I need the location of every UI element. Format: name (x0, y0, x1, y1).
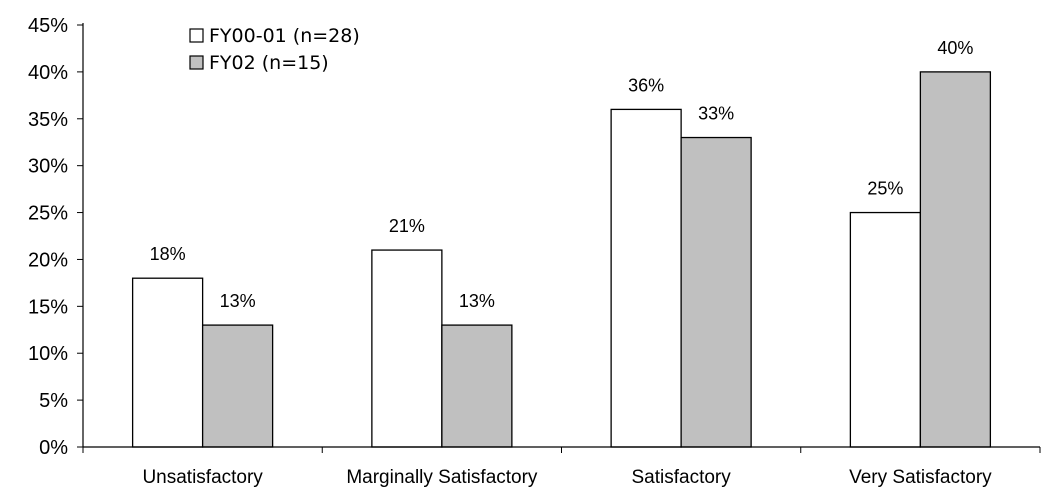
data-label: 21% (389, 216, 425, 236)
legend-swatch (189, 28, 204, 43)
legend-swatch (189, 55, 204, 70)
y-tick-label: 5% (39, 390, 68, 412)
data-label: 13% (459, 291, 495, 311)
y-tick-label: 45% (28, 15, 68, 37)
x-category-label: Marginally Satisfactory (346, 467, 538, 487)
bar-fy02 (919, 71, 992, 448)
y-axis-ticks: 0% 5% 10% 15% 20% 25% 30% 35% 40% 45% (28, 15, 83, 459)
legend-label: FY00-01 (n=28) (209, 25, 360, 47)
x-category-label: Satisfactory (631, 467, 731, 487)
bar-fy00-01 (849, 211, 922, 448)
y-tick-label: 20% (28, 249, 68, 271)
y-tick-label: 30% (28, 156, 68, 178)
bar-fy02 (201, 324, 274, 448)
bar-fy02 (680, 136, 752, 448)
data-label: 40% (937, 38, 973, 58)
y-tick-label: 35% (28, 109, 68, 131)
y-tick-label: 15% (28, 296, 68, 318)
bar-fy00-01 (131, 277, 204, 448)
data-label: 25% (867, 179, 903, 199)
x-axis-categories: Unsatisfactory Marginally Satisfactory Sat… (142, 467, 992, 487)
x-category-label: Very Satisfactory (849, 467, 992, 487)
axes (82, 23, 1041, 453)
data-label: 13% (220, 291, 256, 311)
y-tick-label: 40% (28, 62, 68, 84)
bars (131, 71, 992, 448)
bar-fy00-01 (610, 108, 682, 448)
legend: FY00-01 (n=28) FY02 (n=15) (189, 25, 360, 74)
y-tick-label: 10% (28, 343, 68, 365)
data-labels: 18% 13% 21% 13% 36% 33% 25% 40% (150, 38, 974, 311)
data-label: 18% (150, 244, 186, 264)
data-label: 33% (698, 104, 734, 124)
y-tick-label: 25% (28, 203, 68, 225)
bar-fy00-01 (371, 249, 443, 448)
legend-label: FY02 (n=15) (209, 52, 329, 74)
x-category-label: Unsatisfactory (142, 467, 263, 487)
data-label: 36% (628, 75, 664, 95)
y-tick-label: 0% (39, 437, 68, 459)
bar-fy02 (441, 324, 513, 448)
